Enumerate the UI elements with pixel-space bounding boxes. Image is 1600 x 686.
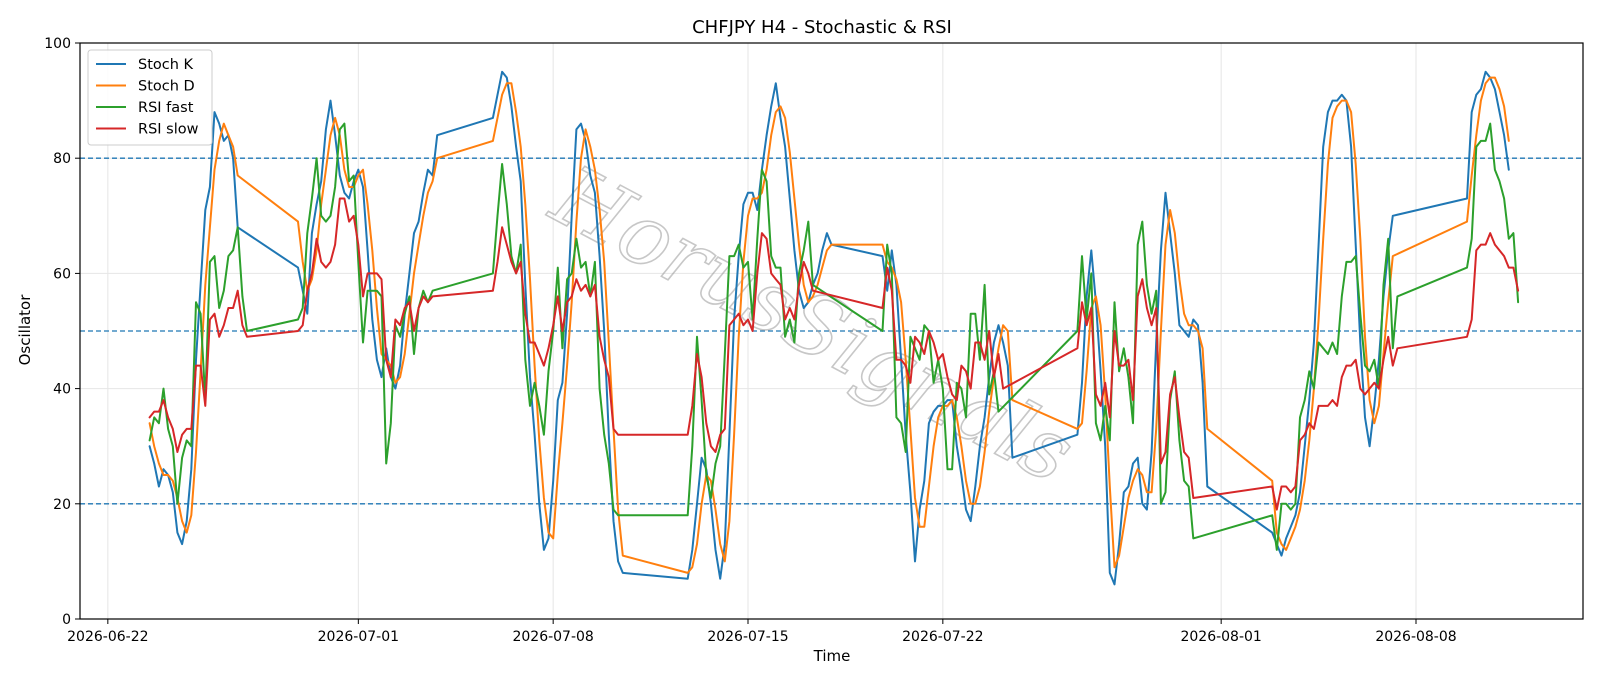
plot-frame — [79, 42, 1584, 620]
x-axis-title: Time — [813, 647, 851, 665]
y-tick-label: 100 — [44, 36, 71, 52]
x-tick-label: 2026-06-22 — [67, 629, 148, 645]
y-tick-label: 40 — [53, 382, 71, 398]
legend: Stoch K Stoch D RSI fast RSI slow — [87, 49, 213, 146]
x-tick-label: 2026-07-08 — [512, 629, 593, 645]
reference-lines — [80, 157, 1583, 505]
x-tick-label: 2026-07-01 — [318, 629, 399, 645]
y-tick-label: 20 — [53, 497, 71, 513]
x-tick-label: 2026-08-08 — [1375, 629, 1456, 645]
x-tick-label: 2026-08-01 — [1180, 629, 1261, 645]
y-tick-label: 60 — [53, 266, 71, 282]
x-axis-ticks: 2026-06-22 2026-07-01 2026-07-08 2026-07-15… — [67, 619, 1457, 645]
y-axis-title: Oscillator — [16, 294, 34, 366]
series-line-rsi-slow — [148, 197, 1520, 511]
y-tick-label: 80 — [53, 151, 71, 167]
legend-label-rsi-slow: RSI slow — [138, 122, 199, 138]
series-line-stoch-d — [148, 76, 1510, 574]
y-tick-label: 0 — [62, 612, 71, 628]
legend-box — [87, 49, 213, 146]
x-tick-label: 2026-07-22 — [902, 629, 983, 645]
series-lines — [148, 70, 1520, 586]
x-tick-label: 2026-07-15 — [707, 629, 788, 645]
y-axis-ticks: 0 20 40 60 80 100 — [44, 36, 80, 628]
legend-label-rsi-fast: RSI fast — [138, 100, 194, 116]
series-line-stoch-k — [148, 70, 1510, 586]
chart-title: CHFJPY H4 - Stochastic & RSI — [692, 17, 952, 38]
legend-label-stoch-d: Stoch D — [138, 79, 195, 95]
legend-label-stoch-k: Stoch K — [138, 57, 194, 73]
